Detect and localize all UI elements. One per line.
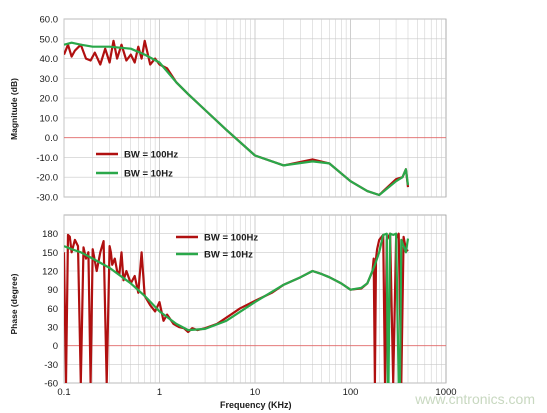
phase-y-axis-label: Phase (degree) <box>9 273 19 335</box>
series-line-1 <box>64 232 409 383</box>
legend-label-1: BW = 100Hz <box>124 150 178 161</box>
x-tick-label: 100 <box>343 387 359 398</box>
magnitude-y-axis-label: Magnitude (dB) <box>9 78 19 140</box>
phase-panel: 180 150 120 90 60 30 0 -30 -60 0.1 1 10 100 1000 BW = … <box>0 213 547 413</box>
y-tick-label: -30 <box>44 360 58 371</box>
y-tick-label: 10.0 <box>40 113 59 124</box>
y-tick-label: 60 <box>47 304 58 315</box>
phase-plot: 180 150 120 90 60 30 0 -30 -600.1 1 10 100 1000 BW = … <box>42 214 457 398</box>
y-tick-label: 120 <box>42 267 58 278</box>
legend-label-1: BW = 100Hz <box>204 233 258 244</box>
y-tick-label: 40.0 <box>40 54 59 65</box>
x-tick-label: 1 <box>157 387 162 398</box>
y-tick-label: 0.0 <box>45 133 58 144</box>
x-axis-label: Frequency (KHz) <box>220 400 292 410</box>
legend-label-2: BW = 10Hz <box>204 250 253 261</box>
y-tick-label: -20.0 <box>36 173 58 184</box>
y-tick-label: 20.0 <box>40 94 59 105</box>
y-tick-label: -30.0 <box>36 193 58 204</box>
y-tick-label: 30 <box>47 323 58 334</box>
magnitude-panel: 60.0 50.0 40.0 30.0 20.0 10.0 0.0 -10.0 -20.0 -30… <box>9 15 447 204</box>
y-tick-label: -10.0 <box>36 153 58 164</box>
y-tick-label: 60.0 <box>40 15 59 26</box>
series-line-2 <box>64 232 410 383</box>
series-line-2 <box>64 41 410 197</box>
x-tick-label: 10 <box>250 387 261 398</box>
y-tick-label: 50.0 <box>40 34 59 45</box>
y-tick-label: 90 <box>47 285 58 296</box>
y-tick-label: 180 <box>42 229 58 240</box>
magnitude-plot: 60.0 50.0 40.0 30.0 20.0 10.0 0.0 -10.0 -20.0 -30… <box>36 15 447 204</box>
x-tick-label: 1000 <box>435 387 456 398</box>
x-tick-label: 0.1 <box>57 387 70 398</box>
y-tick-label: 0 <box>53 341 58 352</box>
legend-label-2: BW = 10Hz <box>124 169 173 180</box>
watermark: www.cntronics.com <box>415 391 535 407</box>
y-tick-label: 30.0 <box>40 74 59 85</box>
y-tick-label: -60 <box>44 379 58 390</box>
y-tick-label: 150 <box>42 248 58 259</box>
